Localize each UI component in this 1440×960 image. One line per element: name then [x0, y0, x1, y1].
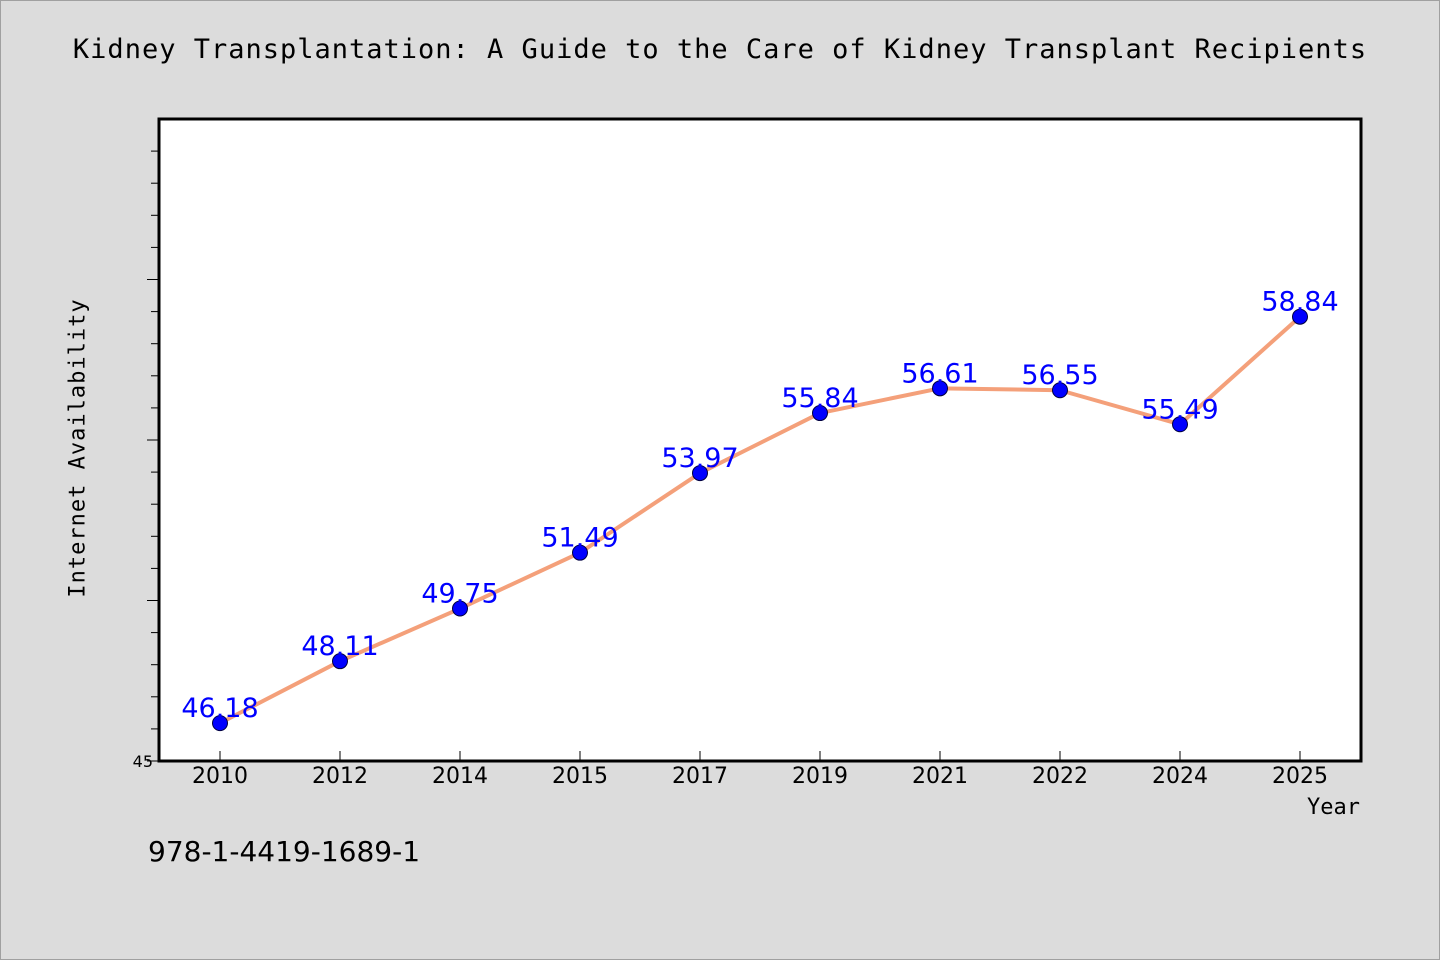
data-label: 53.97: [661, 443, 738, 474]
data-label: 49.75: [421, 579, 498, 610]
data-label: 46.18: [181, 693, 258, 724]
data-label: 48.11: [301, 631, 378, 662]
data-label: 55.84: [781, 383, 858, 414]
data-point: [332, 653, 348, 670]
x-tick-label: 2012: [312, 764, 368, 789]
data-point: [1172, 416, 1188, 433]
series-line: [219, 315, 1302, 725]
x-axis-ticks: 2010 2012 2014 2015 2017 2019 2021 2022 2024 2025: [192, 751, 1328, 789]
x-tick-label: 2010: [192, 764, 248, 789]
data-point: [212, 715, 228, 732]
data-label: 55.49: [1141, 394, 1218, 425]
y-axis-label: Internet Availability: [65, 298, 91, 598]
x-tick-label: 2015: [552, 764, 608, 789]
data-point: [812, 405, 828, 422]
x-tick-label: 2019: [792, 764, 848, 789]
y-tick-label: 45: [133, 752, 153, 771]
x-axis-label: Year: [1307, 795, 1360, 820]
x-tick-label: 2024: [1152, 764, 1208, 789]
x-tick-label: 2022: [1032, 764, 1088, 789]
y-axis-ticks: 45: [133, 150, 159, 771]
x-tick-label: 2021: [912, 764, 968, 789]
data-points: [212, 308, 1308, 732]
data-labels: 46.18 48.11 49.75 51.49 53.97 55.84 56.61 56.55…: [181, 287, 1338, 724]
x-tick-label: 2025: [1272, 764, 1328, 789]
data-point: [572, 544, 588, 561]
series-line-group: [219, 315, 1302, 725]
data-point: [932, 380, 948, 397]
data-point: [1052, 382, 1068, 399]
data-label: 56.55: [1021, 360, 1098, 391]
data-point: [1292, 308, 1308, 325]
data-label: 58.84: [1261, 287, 1338, 318]
x-tick-label: 2014: [432, 764, 488, 789]
data-point: [452, 600, 468, 617]
isbn-note: 978-1-4419-1689-1: [148, 835, 421, 868]
data-point: [692, 465, 708, 482]
chart-title: Kidney Transplantation: A Guide to the C…: [72, 34, 1368, 65]
data-label: 51.49: [541, 523, 618, 554]
x-tick-label: 2017: [672, 764, 728, 789]
data-label: 56.61: [901, 358, 978, 389]
